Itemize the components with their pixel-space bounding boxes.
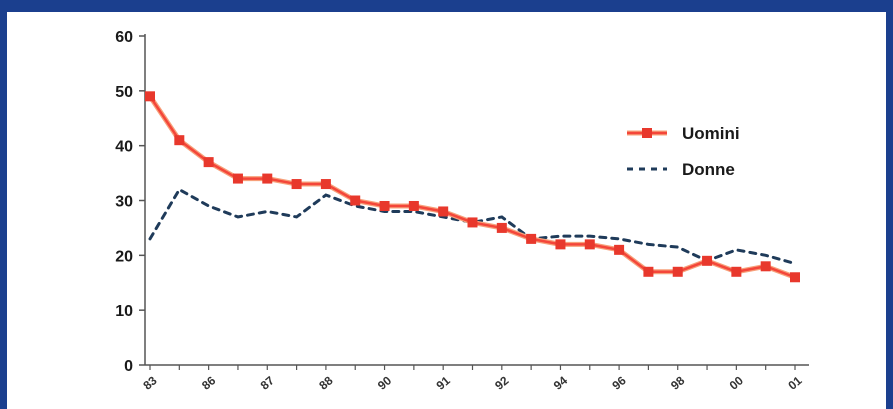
y-tick-label: 0 (124, 358, 133, 375)
x-tick-label: 00 (727, 373, 746, 393)
data-point-uomini (555, 239, 566, 250)
data-point-uomini (291, 179, 302, 190)
x-tick-label: 83 (140, 373, 159, 393)
legend-label-uomini: Uomini (682, 124, 740, 143)
y-tick-label: 20 (115, 248, 133, 265)
x-tick-label: 96 (609, 373, 628, 393)
x-tick-label: 88 (316, 373, 335, 393)
x-tick-label: 92 (492, 373, 511, 393)
series-layer (145, 91, 800, 283)
x-tick-label: 01 (785, 373, 804, 393)
data-point-uomini (467, 217, 478, 228)
data-point-uomini (174, 135, 185, 146)
data-point-uomini (790, 272, 800, 283)
data-point-uomini (320, 179, 331, 190)
x-tick-label: 87 (258, 373, 277, 393)
data-point-uomini (614, 244, 625, 255)
data-point-uomini (438, 206, 449, 217)
data-point-uomini (145, 91, 155, 102)
x-tick-label: 91 (434, 373, 453, 393)
y-axis-ticks: 0 10 20 30 40 50 60 (115, 29, 145, 375)
data-point-uomini (262, 173, 273, 184)
x-tick-label: 86 (199, 373, 218, 393)
data-point-uomini (584, 239, 595, 250)
data-point-uomini (643, 266, 654, 277)
y-tick-label: 10 (115, 303, 133, 320)
legend-label-donne: Donne (682, 160, 735, 179)
y-tick-label: 30 (115, 194, 133, 211)
data-point-uomini (496, 222, 507, 233)
y-tick-label: 50 (115, 84, 133, 101)
data-point-uomini (760, 261, 771, 272)
x-tick-label: 94 (551, 373, 570, 393)
data-point-uomini (702, 255, 713, 266)
chart-panel: 0 10 20 30 40 50 60 83 86 87 88 90 91 92 94 96 98 00 01 U… (7, 12, 886, 409)
data-point-uomini (408, 200, 419, 211)
legend: Uomini Donne (627, 124, 740, 179)
data-point-uomini (526, 233, 537, 244)
x-tick-label: 98 (668, 373, 687, 393)
x-axis-ticks: 83 86 87 88 90 91 92 94 96 98 00 01 (140, 365, 805, 393)
series-line-donne (148, 187, 797, 266)
axes (144, 34, 809, 366)
data-point-uomini (350, 195, 361, 206)
data-point-uomini (672, 266, 683, 277)
data-point-uomini (232, 173, 243, 184)
data-point-uomini (379, 200, 390, 211)
x-tick-label: 90 (375, 373, 394, 393)
data-point-uomini (203, 157, 214, 168)
line-chart: 0 10 20 30 40 50 60 83 86 87 88 90 91 92 94 96 98 00 01 U… (115, 29, 809, 393)
data-point-uomini (731, 266, 742, 277)
y-tick-label: 40 (115, 139, 133, 156)
y-tick-label: 60 (115, 29, 133, 46)
legend-marker-uomini (642, 128, 652, 138)
